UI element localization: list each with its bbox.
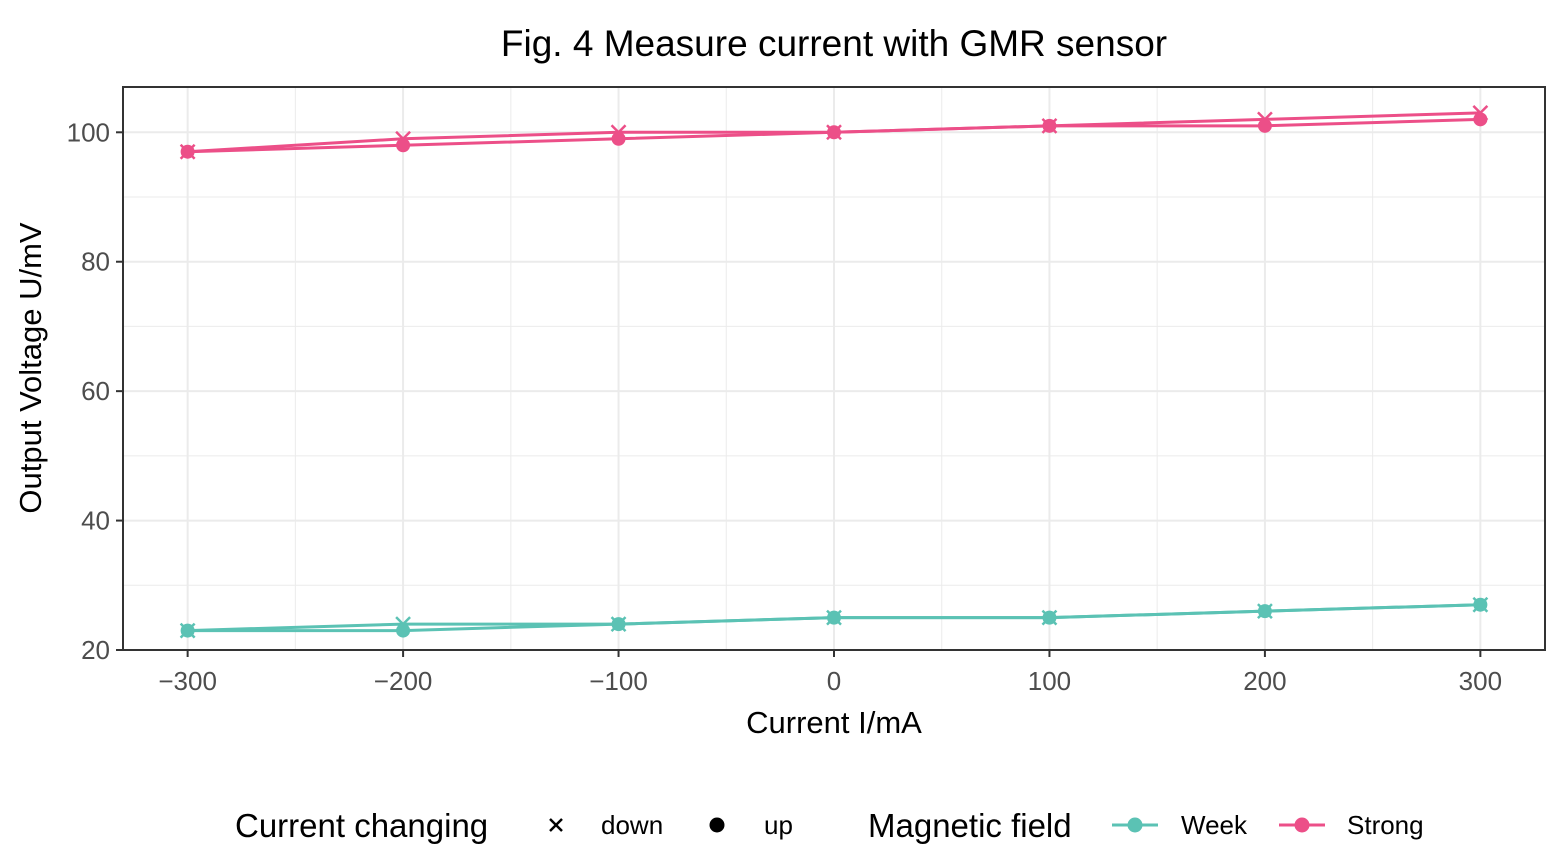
y-axis: 20 40 60 80 100 [67,117,123,665]
data-point-strong-up [827,125,841,140]
x-tick-label: −300 [158,666,217,696]
x-tick-label: 300 [1459,666,1502,696]
legend: Current changing down up Magnetic field … [235,807,1424,844]
legend-item-week: Week [1112,810,1248,840]
legend-week-marker [1127,817,1143,833]
chart-title: Fig. 4 Measure current with GMR sensor [501,23,1167,64]
x-tick-label: 200 [1243,666,1286,696]
data-point-week-up [827,610,841,625]
legend-item-down: down [549,810,663,840]
legend-cross-marker [549,818,563,832]
data-point-strong-up [396,138,411,153]
legend-item-strong: Strong [1279,810,1424,840]
legend-up-label: up [764,810,793,840]
data-point-week-up [396,623,411,638]
x-tick-label: −100 [589,666,648,696]
data-point-week-up [1473,597,1488,612]
y-tick-label: 100 [67,117,110,147]
legend-down-label: down [601,810,663,840]
data-point-strong-up [611,131,626,146]
data-point-strong-up [1473,112,1488,127]
data-point-strong-up [1042,118,1057,133]
x-tick-label: 100 [1028,666,1071,696]
y-tick-label: 60 [81,376,110,406]
data-point-strong-up [180,144,195,159]
y-tick-label: 20 [81,635,110,665]
series-points [179,105,1489,639]
legend-color-title: Magnetic field [868,807,1072,844]
x-axis-label: Current I/mA [746,705,922,740]
data-point-week-up [1042,610,1057,625]
legend-strong-marker [1294,817,1310,833]
y-tick-label: 80 [81,247,110,277]
legend-item-up: up [709,810,793,840]
data-point-strong-up [1257,118,1272,133]
legend-strong-label: Strong [1347,810,1424,840]
data-point-week-up [1257,604,1272,619]
x-axis: −300 −200 −100 0 100 200 300 [158,650,1502,696]
data-point-week-up [180,623,195,638]
y-tick-label: 40 [81,506,110,536]
x-tick-label: −200 [374,666,433,696]
data-point-week-up [611,617,626,632]
y-axis-label: Output Voltage U/mV [13,222,48,514]
legend-shape-title: Current changing [235,807,488,844]
legend-circle-marker [709,817,725,833]
x-tick-label: 0 [827,666,841,696]
legend-week-label: Week [1181,810,1248,840]
